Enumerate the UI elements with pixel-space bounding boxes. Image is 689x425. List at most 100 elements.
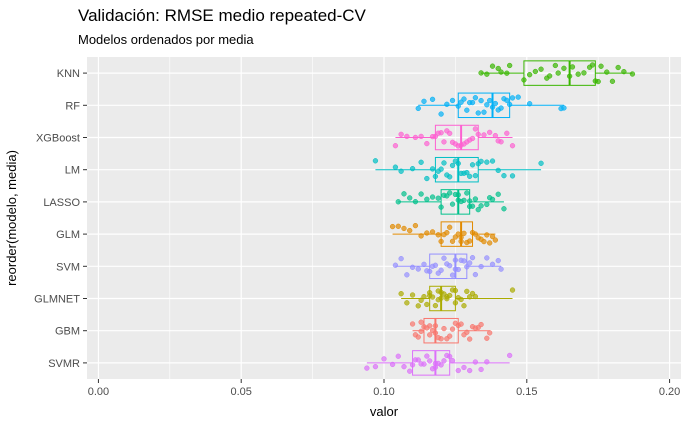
y-tick-label: SVMR xyxy=(48,358,80,370)
data-point xyxy=(398,131,404,137)
y-tick-label: RF xyxy=(65,100,80,112)
data-point xyxy=(444,101,450,107)
data-point xyxy=(435,232,441,238)
data-point xyxy=(484,232,490,238)
chart-subtitle: Modelos ordenados por media xyxy=(78,32,254,47)
data-point xyxy=(455,266,461,273)
data-point xyxy=(475,131,481,137)
data-point xyxy=(461,303,467,309)
data-point xyxy=(478,366,484,373)
data-point xyxy=(427,332,433,338)
x-axis: 0.00 0.05 0.10 0.15 0.20 xyxy=(88,379,680,398)
data-point xyxy=(418,233,424,239)
y-tick-label: LASSO xyxy=(43,197,80,209)
data-point xyxy=(521,77,527,83)
data-point xyxy=(561,105,567,111)
data-point xyxy=(398,291,404,297)
box-iqr xyxy=(434,156,479,183)
data-point xyxy=(526,72,533,78)
x-axis-title: valor xyxy=(370,404,399,419)
data-point xyxy=(418,133,424,140)
data-point xyxy=(461,230,467,237)
data-point xyxy=(598,63,604,69)
data-point xyxy=(404,272,410,278)
data-point xyxy=(467,260,473,266)
data-point xyxy=(478,97,484,104)
data-point xyxy=(407,195,413,201)
data-point xyxy=(464,169,470,176)
y-tick-label: GBM xyxy=(55,326,80,338)
data-point xyxy=(389,223,396,230)
data-point xyxy=(438,204,444,210)
data-point xyxy=(492,237,499,243)
data-point xyxy=(484,335,490,341)
data-point xyxy=(501,173,507,179)
data-point xyxy=(432,323,439,329)
data-point xyxy=(418,297,424,303)
x-tick-label: 0.15 xyxy=(516,386,537,398)
data-point xyxy=(415,266,421,272)
data-point xyxy=(392,262,399,268)
data-point xyxy=(629,71,636,77)
data-point xyxy=(447,190,453,196)
data-point xyxy=(424,140,430,147)
data-point xyxy=(487,330,493,336)
data-point xyxy=(484,102,490,108)
data-point xyxy=(392,164,399,170)
data-point xyxy=(478,321,484,328)
data-point xyxy=(395,223,401,229)
data-point xyxy=(464,288,470,295)
data-point xyxy=(441,325,447,332)
data-point xyxy=(484,159,490,165)
data-point xyxy=(484,201,490,208)
data-point xyxy=(415,334,421,340)
data-point xyxy=(438,166,444,172)
y-axis: KNN RF XGBoost LM LASSO GLM SVM GLMNET GBM SVMR xyxy=(34,68,87,370)
data-point xyxy=(449,238,456,244)
data-point xyxy=(472,231,479,237)
data-point xyxy=(575,71,581,77)
data-point xyxy=(489,233,496,240)
data-point xyxy=(489,158,496,164)
data-point xyxy=(438,362,444,368)
data-point xyxy=(467,238,473,244)
data-point xyxy=(458,234,464,240)
data-point xyxy=(464,190,470,196)
data-point xyxy=(478,70,484,76)
data-point xyxy=(409,321,416,327)
data-point xyxy=(429,294,436,300)
data-point xyxy=(569,64,576,70)
data-point xyxy=(538,160,544,166)
data-point xyxy=(498,105,504,111)
data-point xyxy=(504,130,510,136)
data-point xyxy=(495,191,501,197)
data-point xyxy=(407,227,413,234)
data-point xyxy=(478,263,484,270)
data-point xyxy=(469,203,476,209)
data-point xyxy=(515,94,521,100)
data-point xyxy=(372,363,379,370)
data-point xyxy=(498,139,504,145)
data-point xyxy=(432,173,439,180)
data-point xyxy=(452,287,459,294)
data-point xyxy=(455,192,461,198)
data-point xyxy=(418,319,424,325)
data-point xyxy=(398,255,404,262)
box-knn xyxy=(481,60,633,86)
data-point xyxy=(498,266,504,272)
chart-title: Validación: RMSE medio repeated-CV xyxy=(78,6,366,25)
data-point xyxy=(492,100,499,107)
data-point xyxy=(472,126,479,132)
data-point xyxy=(429,96,436,103)
data-point xyxy=(418,159,424,165)
data-point xyxy=(409,264,416,270)
data-point xyxy=(461,258,467,264)
data-point xyxy=(429,166,436,172)
data-point xyxy=(475,110,481,116)
data-point xyxy=(415,105,421,112)
data-point xyxy=(472,271,479,278)
data-point xyxy=(429,229,436,235)
data-point xyxy=(504,70,510,76)
data-point xyxy=(509,287,516,293)
